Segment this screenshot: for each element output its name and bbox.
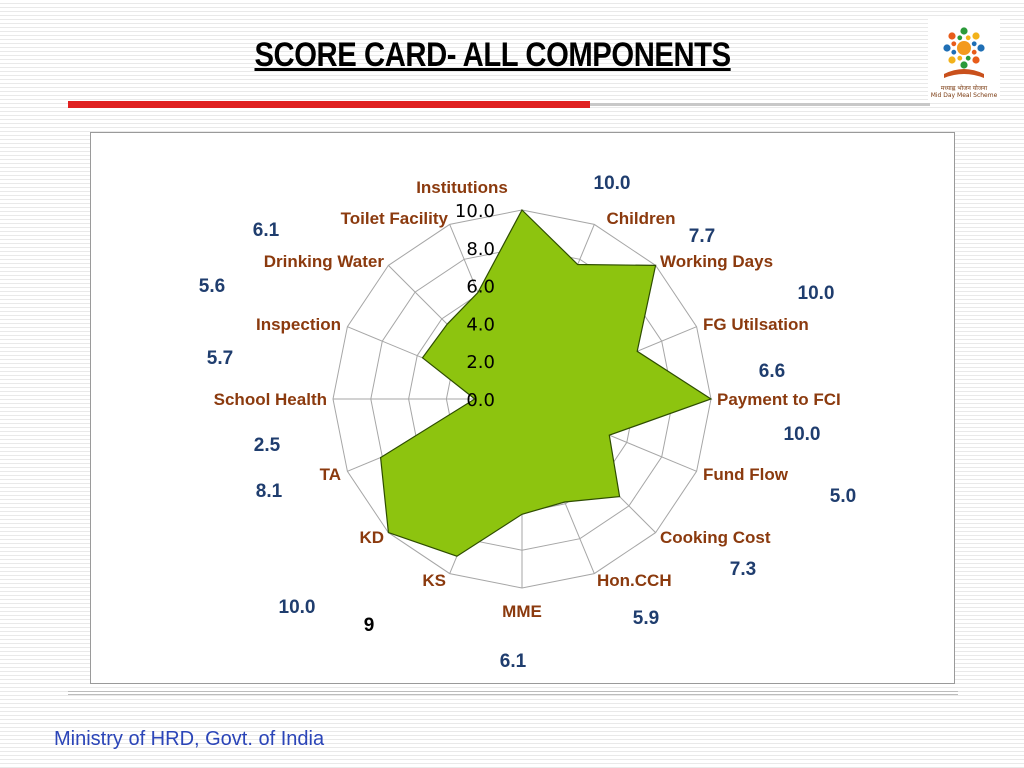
data-value-label: 10.0: [798, 283, 835, 304]
category-label: Working Days: [660, 252, 773, 271]
data-value-label: 6.1: [500, 651, 527, 672]
logo-figure-icon: [951, 41, 956, 46]
mid-day-meal-logo: मध्याह्न भोजन योजना Mid Day Meal Scheme: [928, 18, 1000, 102]
logo-emblem-icon: [928, 18, 1000, 84]
logo-figure-icon: [957, 56, 962, 61]
radial-tick-label: 2.0: [466, 352, 495, 373]
logo-figure-icon: [951, 50, 956, 55]
logo-figure-icon: [957, 35, 962, 40]
data-value-label: 10.0: [279, 597, 316, 618]
logo-hindi-text: मध्याह्न भोजन योजना: [928, 84, 1000, 92]
radial-tick-label: 6.0: [466, 277, 495, 298]
chart-frame: 0.0 2.0 4.0 6.0 8.0 10.0 Institutions Children…: [90, 132, 955, 684]
data-value-label: 10.0: [594, 173, 631, 194]
category-label: School Health: [214, 390, 327, 409]
category-label: Toilet Facility: [341, 209, 449, 228]
logo-english-text: Mid Day Meal Scheme: [928, 92, 1000, 99]
radial-tick-label: 8.0: [466, 239, 495, 260]
logo-figure-icon: [966, 56, 971, 61]
logo-figure-icon: [966, 35, 971, 40]
data-value-label: 5.0: [830, 486, 856, 507]
footer-divider-2: [68, 694, 958, 695]
logo-figure-icon: [972, 41, 977, 46]
category-label: KS: [422, 571, 446, 590]
logo-figure-icon: [948, 56, 955, 63]
logo-figure-icon: [948, 32, 955, 39]
category-label: Payment to FCI: [717, 390, 841, 409]
data-value-label: 6.1: [253, 220, 280, 241]
data-value-label: 10.0: [784, 424, 821, 445]
title-divider-line: [590, 103, 930, 106]
data-value-label: 5.7: [207, 348, 233, 369]
logo-figure-icon: [977, 44, 984, 51]
data-value-label: 7.7: [689, 226, 715, 247]
data-value-label: 7.3: [730, 559, 756, 580]
title-accent-bar: [68, 101, 590, 108]
logo-figure-icon: [960, 61, 967, 68]
data-value-label: 9: [364, 615, 375, 636]
radial-tick-label: 10.0: [455, 201, 495, 222]
category-label: Inspection: [256, 315, 341, 334]
data-value-label: 2.5: [254, 435, 281, 456]
data-value-label: 5.6: [199, 276, 225, 297]
category-label: Cooking Cost: [660, 528, 771, 547]
data-value-label: 8.1: [256, 481, 283, 502]
category-label: Hon.CCH: [597, 571, 672, 590]
category-label: Drinking Water: [264, 252, 385, 271]
radar-chart: 0.0 2.0 4.0 6.0 8.0 10.0 Institutions Children…: [91, 133, 956, 685]
category-label: Children: [607, 209, 676, 228]
slide-title: SCORE CARD- ALL COMPONENTS: [69, 36, 916, 75]
category-label: MME: [502, 602, 542, 621]
logo-figure-icon: [960, 27, 967, 34]
data-value-label: 6.6: [759, 361, 785, 382]
radial-tick-label: 4.0: [466, 314, 495, 335]
category-label: KD: [359, 528, 384, 547]
footer-divider: [68, 691, 958, 692]
radial-tick-label: 0.0: [466, 390, 495, 411]
logo-figure-icon: [972, 32, 979, 39]
footer-text: Ministry of HRD, Govt. of India: [54, 728, 324, 751]
category-label: Institutions: [416, 178, 508, 197]
category-label: Fund Flow: [703, 465, 789, 484]
logo-figure-icon: [943, 44, 950, 51]
category-label: TA: [320, 465, 341, 484]
logo-figure-icon: [972, 50, 977, 55]
logo-figure-icon: [972, 56, 979, 63]
data-value-label: 5.9: [633, 608, 659, 629]
category-label: FG Utilsation: [703, 315, 809, 334]
